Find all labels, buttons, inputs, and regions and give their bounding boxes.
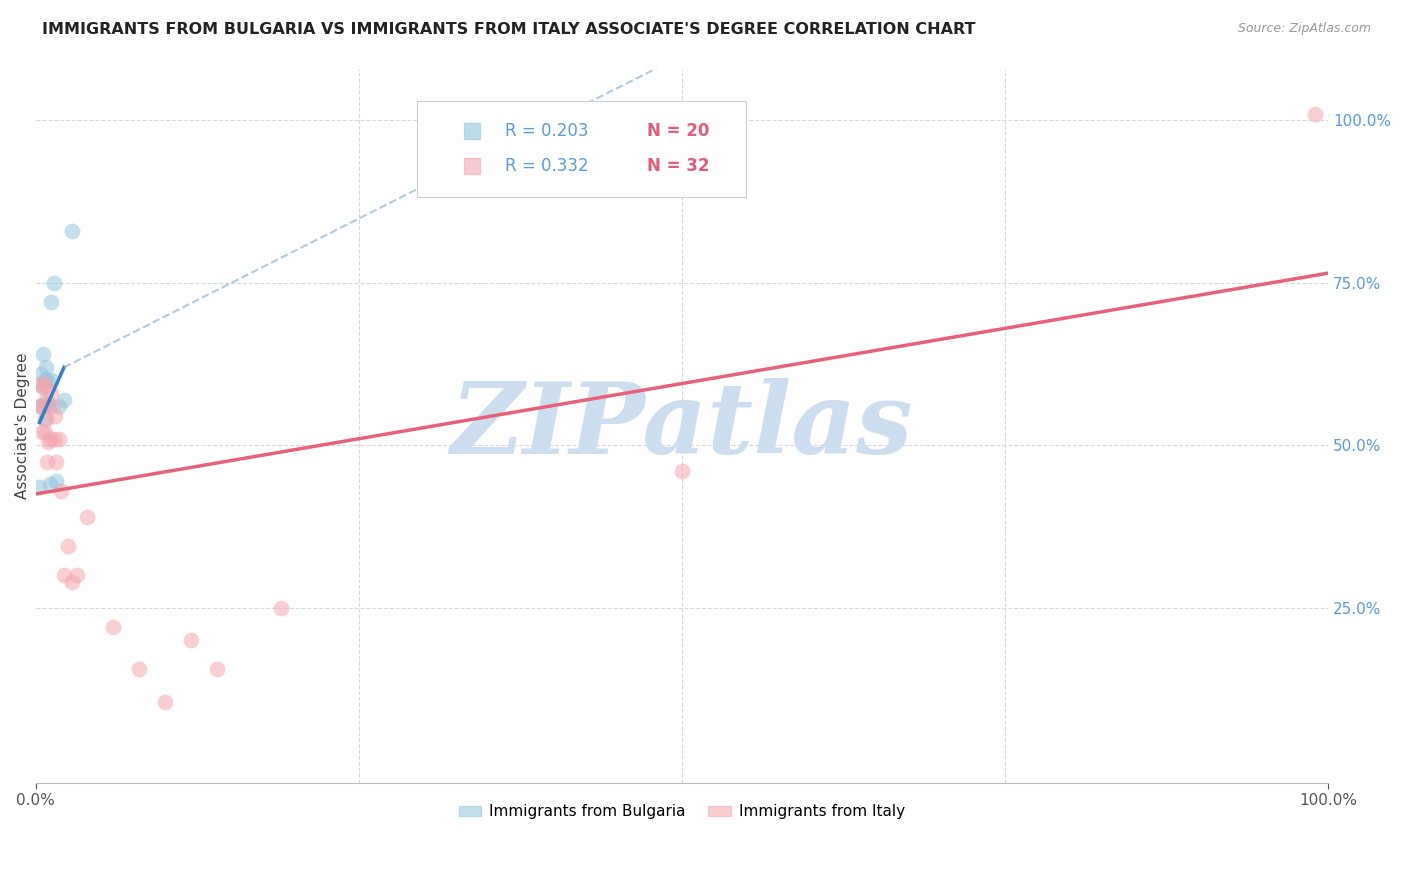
- Point: [128, 662, 150, 676]
- Point: [76, 509, 98, 524]
- Point: [28, 481, 51, 495]
- Point: [37, 399, 59, 413]
- Text: N = 20: N = 20: [647, 121, 709, 140]
- Text: ZIPatlas: ZIPatlas: [451, 377, 912, 474]
- Point: [671, 464, 693, 478]
- Point: [45, 454, 67, 468]
- Point: [39, 373, 62, 387]
- Text: IMMIGRANTS FROM BULGARIA VS IMMIGRANTS FROM ITALY ASSOCIATE'S DEGREE CORRELATION: IMMIGRANTS FROM BULGARIA VS IMMIGRANTS F…: [42, 22, 976, 37]
- Point: [32, 399, 55, 413]
- Legend: Immigrants from Bulgaria, Immigrants from Italy: Immigrants from Bulgaria, Immigrants fro…: [453, 798, 911, 825]
- Point: [35, 412, 58, 426]
- Point: [37, 396, 59, 410]
- Point: [205, 662, 228, 676]
- Point: [32, 347, 55, 361]
- Point: [38, 477, 60, 491]
- Point: [28, 399, 51, 413]
- Point: [37, 373, 59, 387]
- Point: [60, 574, 83, 589]
- Point: [41, 399, 63, 413]
- Point: [32, 380, 55, 394]
- Point: [101, 620, 124, 634]
- Point: [48, 432, 70, 446]
- Point: [44, 409, 66, 423]
- Point: [461, 202, 484, 217]
- Text: R = 0.332: R = 0.332: [505, 157, 588, 176]
- Point: [153, 695, 176, 709]
- Point: [42, 432, 65, 446]
- Point: [34, 412, 56, 426]
- Point: [1303, 107, 1326, 121]
- Point: [38, 432, 60, 446]
- Point: [53, 568, 76, 582]
- Point: [34, 373, 56, 387]
- Point: [180, 633, 202, 648]
- Point: [53, 392, 76, 407]
- Point: [461, 169, 484, 184]
- Point: [45, 474, 67, 488]
- Point: [32, 380, 55, 394]
- Point: [42, 276, 65, 290]
- Point: [37, 435, 59, 450]
- Point: [39, 295, 62, 310]
- Point: [56, 539, 79, 553]
- Text: N = 32: N = 32: [647, 157, 710, 176]
- Point: [51, 483, 73, 498]
- Text: Source: ZipAtlas.com: Source: ZipAtlas.com: [1237, 22, 1371, 36]
- Point: [66, 568, 89, 582]
- FancyBboxPatch shape: [416, 101, 747, 197]
- Point: [270, 600, 292, 615]
- Point: [60, 224, 83, 238]
- Point: [48, 399, 70, 413]
- Text: R = 0.203: R = 0.203: [505, 121, 588, 140]
- Point: [39, 386, 62, 401]
- Point: [31, 425, 53, 440]
- Y-axis label: Associate's Degree: Associate's Degree: [15, 352, 30, 499]
- Point: [30, 399, 52, 413]
- Point: [35, 392, 58, 407]
- Point: [31, 399, 53, 413]
- Point: [37, 454, 59, 468]
- Point: [30, 367, 52, 381]
- Point: [34, 425, 56, 440]
- Point: [30, 376, 52, 391]
- Point: [35, 360, 58, 375]
- Point: [34, 376, 56, 391]
